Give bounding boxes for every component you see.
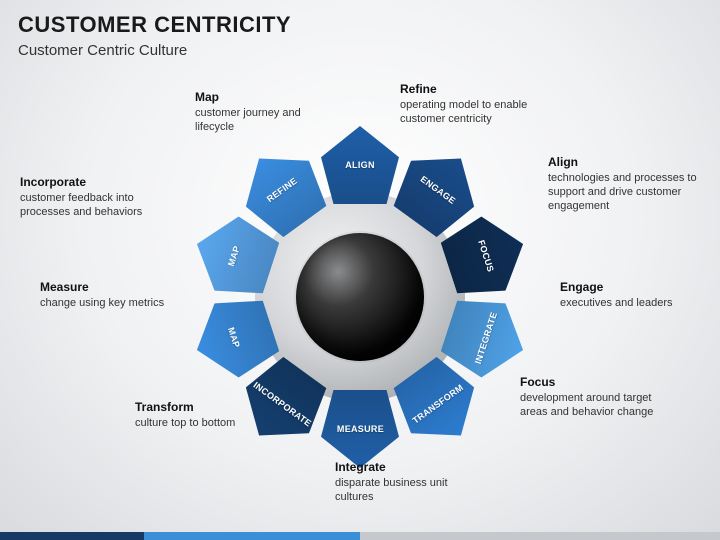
callout-text: disparate business unit cultures bbox=[335, 477, 448, 503]
callout-heading: Integrate bbox=[335, 460, 386, 474]
petal-label: FOCUS bbox=[476, 239, 496, 273]
petal-label: TRANSFORM bbox=[410, 382, 465, 425]
callout-measure: Measure change using key metrics bbox=[40, 280, 170, 310]
callout-refine: Refine operating model to enable custome… bbox=[400, 82, 555, 126]
callout-heading: Incorporate bbox=[20, 175, 86, 189]
callout-heading: Engage bbox=[560, 280, 603, 294]
callout-focus: Focus development around target areas an… bbox=[520, 375, 680, 419]
callout-map: Map customer journey and lifecycle bbox=[195, 90, 335, 134]
bottom-accent-bar bbox=[0, 532, 720, 540]
bottom-bar-segment bbox=[144, 532, 360, 540]
petal-label: INTEGRATE bbox=[472, 311, 498, 365]
callout-text: customer journey and lifecycle bbox=[195, 107, 301, 133]
bottom-bar-segment bbox=[360, 532, 720, 540]
petal-label: MEASURE bbox=[336, 424, 383, 434]
callout-heading: Refine bbox=[400, 82, 437, 96]
callout-heading: Transform bbox=[135, 400, 194, 414]
center-sphere bbox=[296, 233, 424, 361]
bottom-bar-segment bbox=[0, 532, 144, 540]
callout-incorporate: Incorporate customer feedback into proce… bbox=[20, 175, 170, 219]
callout-text: executives and leaders bbox=[560, 297, 673, 309]
petal-label: REFINE bbox=[265, 176, 299, 205]
petal-label: MAP bbox=[226, 245, 242, 268]
callout-heading: Map bbox=[195, 90, 219, 104]
callout-text: customer feedback into processes and beh… bbox=[20, 192, 142, 218]
callout-heading: Focus bbox=[520, 375, 555, 389]
petal-measure: MEASURE bbox=[321, 390, 399, 468]
callout-integrate: Integrate disparate business unit cultur… bbox=[335, 460, 485, 504]
callout-heading: Align bbox=[548, 155, 578, 169]
petal-label: ENGAGE bbox=[418, 174, 457, 206]
callout-text: technologies and processes to support an… bbox=[548, 172, 697, 213]
petal-shape: MEASURE bbox=[321, 390, 399, 468]
petal-label: MAP bbox=[226, 326, 242, 349]
callout-text: development around target areas and beha… bbox=[520, 392, 653, 418]
callout-text: change using key metrics bbox=[40, 297, 164, 309]
callout-align: Align technologies and processes to supp… bbox=[548, 155, 708, 213]
callout-heading: Measure bbox=[40, 280, 89, 294]
petal-label: ALIGN bbox=[345, 160, 375, 170]
callout-text: culture top to bottom bbox=[135, 417, 235, 429]
callout-engage: Engage executives and leaders bbox=[560, 280, 700, 310]
callout-transform: Transform culture top to bottom bbox=[135, 400, 275, 430]
callout-text: operating model to enable customer centr… bbox=[400, 99, 527, 125]
page-title: CUSTOMER CENTRICITY bbox=[18, 12, 291, 38]
